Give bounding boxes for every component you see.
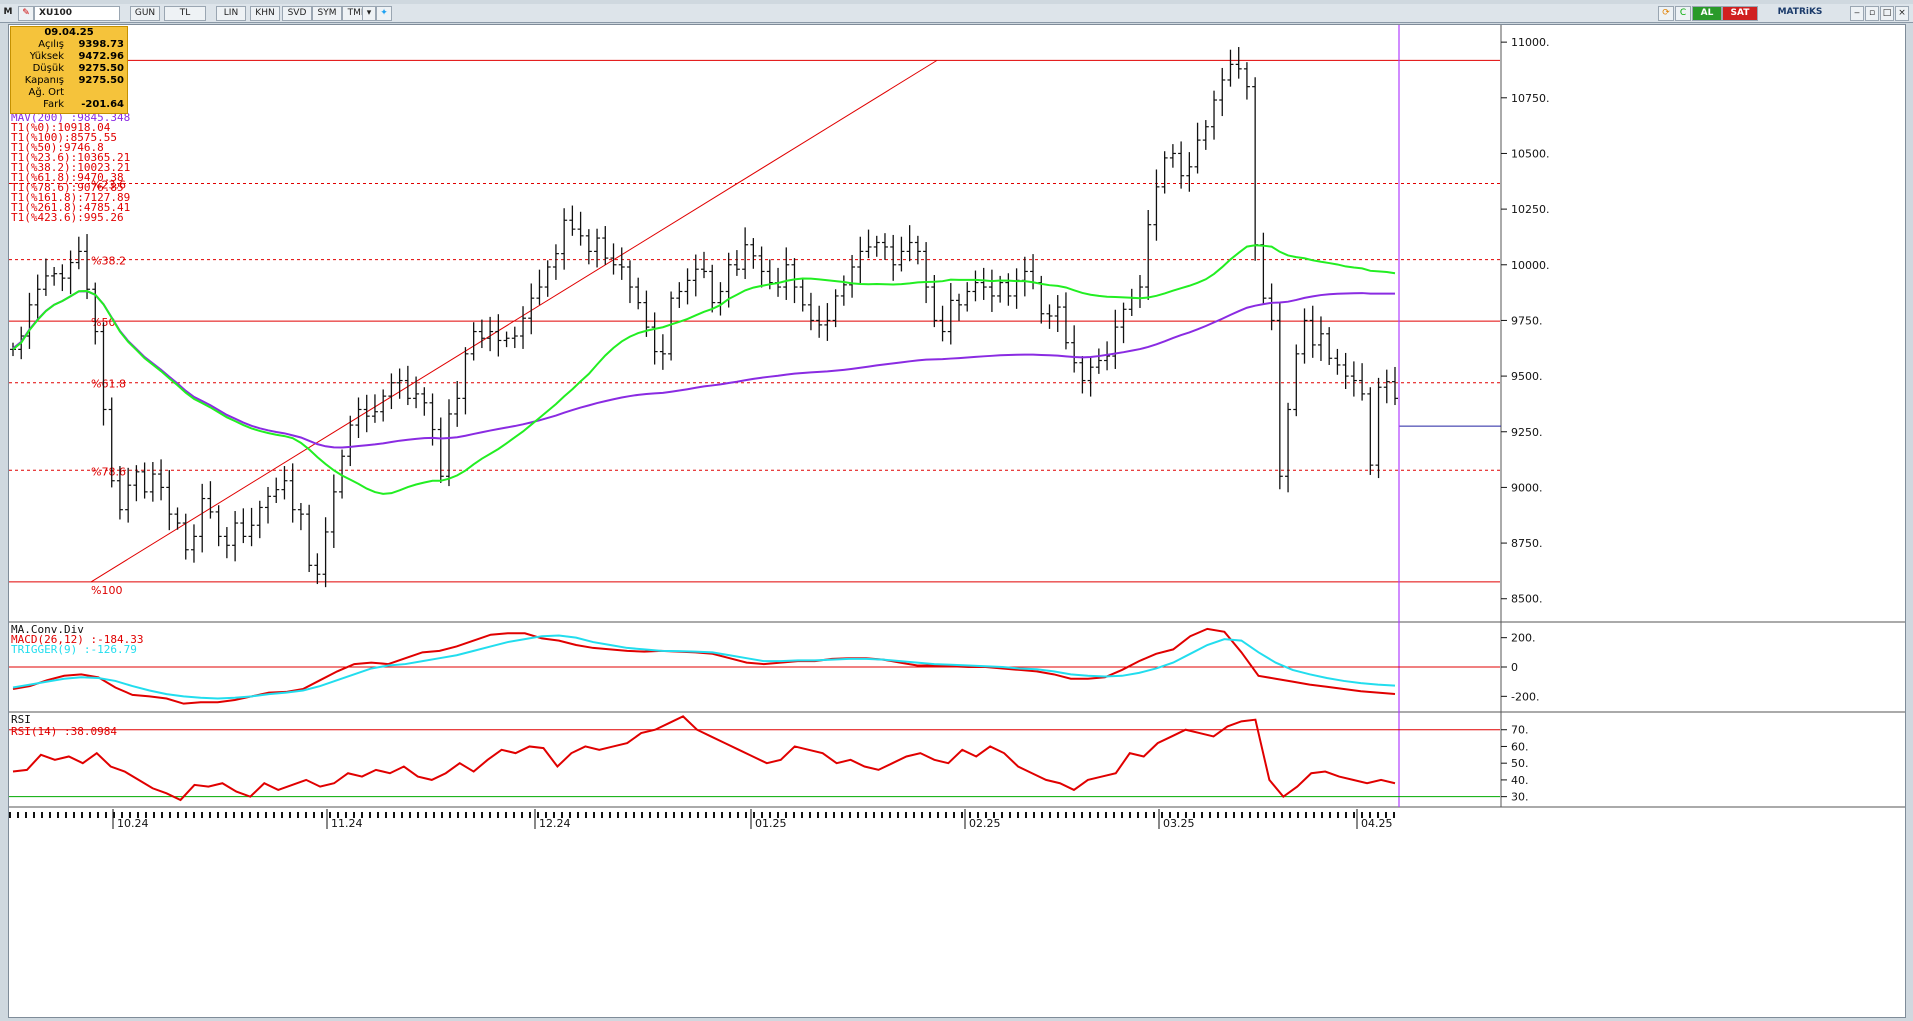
legend-fib: T1(%161.8):7127.89: [11, 191, 130, 204]
rsi-line: [12, 715, 1396, 802]
trigger-legend: TRIGGER(9) :-126.79: [11, 643, 137, 656]
y-tick-label: 9500.: [1511, 370, 1543, 383]
y-tick-label: 8500.: [1511, 593, 1543, 606]
fib-label: %61.8: [91, 378, 126, 391]
y-tick-label: 9000.: [1511, 481, 1543, 494]
maximize-icon[interactable]: □: [1880, 6, 1894, 21]
chart-type-icon[interactable]: ✎: [18, 6, 34, 21]
info-value: -201.64: [81, 99, 124, 110]
rsi-legend: RSI(14) :38.0984: [11, 725, 117, 738]
y-tick-label: 10500.: [1511, 147, 1550, 160]
trigger-line: [12, 634, 1396, 700]
fib-label: %38.2: [91, 255, 126, 268]
y-tick-label: 10250.: [1511, 203, 1550, 216]
info-value: 9472.96: [78, 51, 124, 62]
rsi-y-tick-label: 60.: [1511, 740, 1529, 753]
macd-y-tick-label: 200.: [1511, 632, 1536, 645]
svd-button[interactable]: SVD: [282, 6, 312, 21]
info-row-avg: Ağ. Ort: [11, 87, 127, 99]
restore-icon[interactable]: ▫: [1865, 6, 1879, 21]
chart-toolbar: M ✎ XU100 GUN TL LIN KHN SVD SYM TMP ▾ ✦…: [0, 4, 1913, 23]
info-label: Kapanış: [24, 75, 64, 86]
twitter-icon[interactable]: ✦: [376, 6, 392, 21]
legend-fib: T1(%50):9746.8: [11, 141, 104, 154]
x-tick-label: 12.24: [539, 817, 571, 830]
rsi-y-tick-label: 70.: [1511, 724, 1529, 737]
symbol-field[interactable]: XU100: [34, 6, 120, 21]
ohlc-info-box: 09.04.25 Açılış 9398.73 Yüksek 9472.96 Düş…: [10, 26, 128, 114]
y-tick-label: 10000.: [1511, 259, 1550, 272]
info-label: Düşük: [32, 63, 64, 74]
y-tick-label: 9250.: [1511, 426, 1543, 439]
info-value: 9275.50: [78, 75, 124, 86]
x-tick-label: 01.25: [755, 817, 787, 830]
macd-y-tick-label: -200.: [1511, 690, 1539, 703]
info-row-change: Fark -201.64: [11, 99, 127, 111]
y-tick-label: 11000.: [1511, 36, 1550, 49]
mav50-line: [12, 244, 1396, 495]
y-tick-label: 10750.: [1511, 92, 1550, 105]
legend-fib: T1(%61.8):9470.38: [11, 171, 124, 184]
sell-button[interactable]: SAT: [1722, 6, 1758, 21]
y-tick-label: 8750.: [1511, 537, 1543, 550]
khn-button[interactable]: KHN: [250, 6, 280, 21]
info-row-open: Açılış 9398.73: [11, 39, 127, 51]
sym-button[interactable]: SYM: [312, 6, 342, 21]
minimize-icon[interactable]: ‒: [1850, 6, 1864, 21]
currency-button-tl[interactable]: TL: [164, 6, 206, 21]
refresh-icon[interactable]: ⟳: [1658, 6, 1674, 21]
info-row-close: Kapanış 9275.50: [11, 75, 127, 87]
info-date: 09.04.25: [44, 27, 94, 38]
fib-label: %100: [91, 584, 122, 597]
x-tick-label: 04.25: [1361, 817, 1393, 830]
c-icon[interactable]: C: [1675, 6, 1691, 21]
info-label: Yüksek: [29, 51, 64, 62]
rsi-y-tick-label: 30.: [1511, 791, 1529, 804]
buy-button[interactable]: AL: [1692, 6, 1722, 21]
rsi-y-tick-label: 50.: [1511, 757, 1529, 770]
x-tick-label: 11.24: [331, 817, 363, 830]
macd-title: MA.Conv.Div: [11, 623, 84, 636]
y-tick-label: 9750.: [1511, 314, 1543, 327]
info-label: Açılış: [38, 39, 64, 50]
legend-fib: T1(%100):8575.55: [11, 131, 117, 144]
x-tick-label: 10.24: [117, 817, 149, 830]
macd-legend: MACD(26,12) :-184.33: [11, 633, 143, 646]
info-label: Ağ. Ort: [28, 87, 64, 98]
app-menu-letter[interactable]: M: [2, 6, 14, 19]
mav200-line: [12, 290, 1395, 449]
info-row-high: Yüksek 9472.96: [11, 51, 127, 63]
info-value: 9398.73: [78, 39, 124, 50]
chart-svg: 8500. 8750. 9000. 9250. 9500. 9750. 10000. 1025…: [9, 25, 1905, 830]
period-button-gun[interactable]: GUN: [130, 6, 160, 21]
info-row-low: Düşük 9275.50: [11, 63, 127, 75]
legend-fib: T1(%38.2):10023.21: [11, 161, 130, 174]
legend-fib: T1(%261.8):4785.41: [11, 201, 130, 214]
rsi-y-tick-label: 40.: [1511, 774, 1529, 787]
macd-y-tick-label: 0: [1511, 661, 1518, 674]
legend-mav200: MAV(200) :9845.348: [11, 111, 130, 124]
legend-fib: T1(%23.6):10365.21: [11, 151, 130, 164]
scale-button-lin[interactable]: LIN: [216, 6, 246, 21]
info-label: Fark: [43, 99, 64, 110]
fib-label: %78.6: [91, 465, 126, 478]
legend-fib: T1(%0):10918.04: [11, 121, 111, 134]
legend-fib: T1(%78.6):9076.85: [11, 181, 124, 194]
trend-line: [90, 59, 938, 583]
x-tick-label: 03.25: [1163, 817, 1195, 830]
close-icon[interactable]: ×: [1895, 6, 1909, 21]
rsi-title: RSI: [11, 713, 31, 726]
legend-fib: T1(%423.6):995.26: [11, 211, 124, 224]
x-tick-label: 02.25: [969, 817, 1001, 830]
macd-line: [12, 627, 1396, 705]
brand-logo: MATRiKS: [1768, 6, 1832, 19]
info-value: 9275.50: [78, 63, 124, 74]
chart-area[interactable]: 8500. 8750. 9000. 9250. 9500. 9750. 10000. 1025…: [8, 24, 1906, 1018]
fib-label: %23.6: [91, 178, 126, 191]
chevron-down-icon[interactable]: ▾: [362, 6, 376, 21]
